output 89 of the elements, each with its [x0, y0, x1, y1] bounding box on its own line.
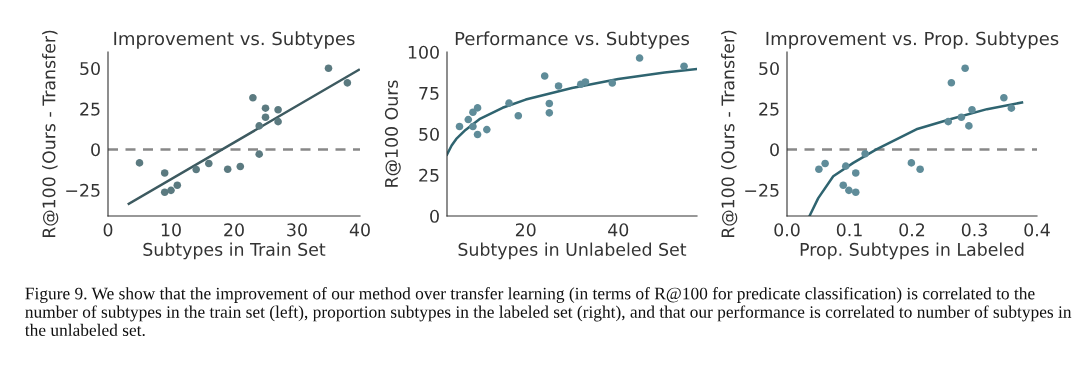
point — [540, 72, 549, 80]
point — [944, 117, 953, 126]
point — [545, 109, 554, 117]
y-tick-label: 0 — [430, 209, 439, 223]
x-tick-label: 0.3 — [961, 223, 987, 237]
point — [861, 150, 869, 158]
point — [173, 181, 182, 190]
point — [255, 150, 263, 158]
point — [261, 113, 270, 122]
point — [839, 181, 848, 190]
point — [680, 62, 688, 71]
point — [135, 159, 144, 167]
point — [554, 82, 563, 90]
point — [192, 165, 200, 174]
x-tick-label: 20 — [515, 223, 536, 237]
line-series — [808, 101, 1024, 216]
x-axis-title: Subtypes in Train Set — [143, 242, 326, 260]
point — [255, 122, 263, 130]
point — [205, 159, 213, 168]
x-tick-label: 10 — [161, 223, 181, 237]
line-series — [447, 67, 697, 156]
point — [469, 108, 477, 116]
y-tick-label: 50 — [759, 61, 779, 76]
point — [841, 162, 850, 170]
x-tick-label: 40 — [608, 223, 629, 237]
x-axis-title: Subtypes in Unlabeled Set — [458, 242, 687, 260]
x-tick-label: 0.2 — [899, 223, 925, 237]
x-tick-label: 40 — [349, 223, 370, 237]
point — [1007, 104, 1016, 112]
point — [851, 169, 860, 177]
chart-title: Improvement vs. Subtypes — [114, 31, 355, 49]
point — [1000, 93, 1008, 102]
y-tick-label: −25 — [745, 183, 779, 197]
y-tick-label: 75 — [419, 86, 439, 100]
point — [961, 64, 969, 73]
y-tick-label: 50 — [419, 127, 439, 141]
x-tick-label: 0.1 — [836, 223, 862, 237]
point — [455, 122, 464, 131]
point — [845, 186, 853, 195]
point — [907, 159, 916, 167]
point — [469, 122, 477, 131]
y-tick-label: 25 — [759, 102, 779, 116]
point — [968, 106, 976, 114]
x-tick-label: 20 — [224, 223, 244, 237]
point — [464, 115, 473, 124]
point — [815, 165, 823, 174]
point — [473, 130, 482, 139]
point — [343, 79, 352, 87]
point — [608, 79, 617, 87]
x-tick-label: 30 — [287, 223, 307, 237]
point — [483, 125, 491, 134]
point — [167, 186, 175, 195]
point — [581, 78, 590, 86]
y-tick-label: 25 — [419, 168, 439, 182]
x-tick-label: 0 — [103, 223, 113, 237]
x-tick-label: 0.4 — [1024, 223, 1050, 237]
point — [473, 104, 482, 112]
y-tick-label: −25 — [66, 183, 100, 197]
y-tick-label: 100 — [408, 45, 439, 59]
point — [635, 54, 644, 62]
caption: Figure 9. We show that the improvement of our method over transfer learning (in terms of R@100 for predicate classification) is correlated to the number of subtypes in the train set (left), proportion subtypes in the labeled set (right), and that our performance is correlated to number of subtypes in the unlabeled set. — [25, 287, 1072, 337]
point — [545, 99, 554, 108]
point — [261, 104, 270, 112]
y-axis-title: R@100 Ours — [384, 80, 401, 187]
point — [324, 64, 333, 73]
point — [274, 117, 282, 126]
chart-title: Performance vs. Subtypes — [455, 31, 690, 49]
y-axis-title: R@100 (Ours - Transfer) — [42, 30, 59, 238]
point — [274, 106, 282, 114]
point — [249, 93, 257, 102]
y-tick-label: 0 — [770, 143, 779, 157]
point — [223, 165, 232, 174]
x-axis-title: Prop. Subtypes in Labeled — [800, 242, 1024, 260]
point — [160, 169, 169, 177]
point — [514, 111, 523, 120]
point — [851, 188, 860, 197]
point — [236, 162, 245, 171]
chart-title: Improvement vs. Prop. Subtypes — [766, 31, 1059, 49]
y-tick-label: 25 — [80, 102, 100, 116]
y-axis-title: R@100 (Ours - Transfer) — [721, 30, 738, 238]
point — [505, 99, 513, 107]
point — [957, 113, 966, 122]
y-tick-label: 50 — [80, 61, 100, 76]
point — [821, 159, 829, 168]
point — [947, 78, 956, 87]
point — [916, 165, 924, 174]
point — [965, 122, 973, 130]
y-tick-label: 0 — [91, 143, 100, 157]
x-tick-label: 0.0 — [774, 223, 800, 237]
